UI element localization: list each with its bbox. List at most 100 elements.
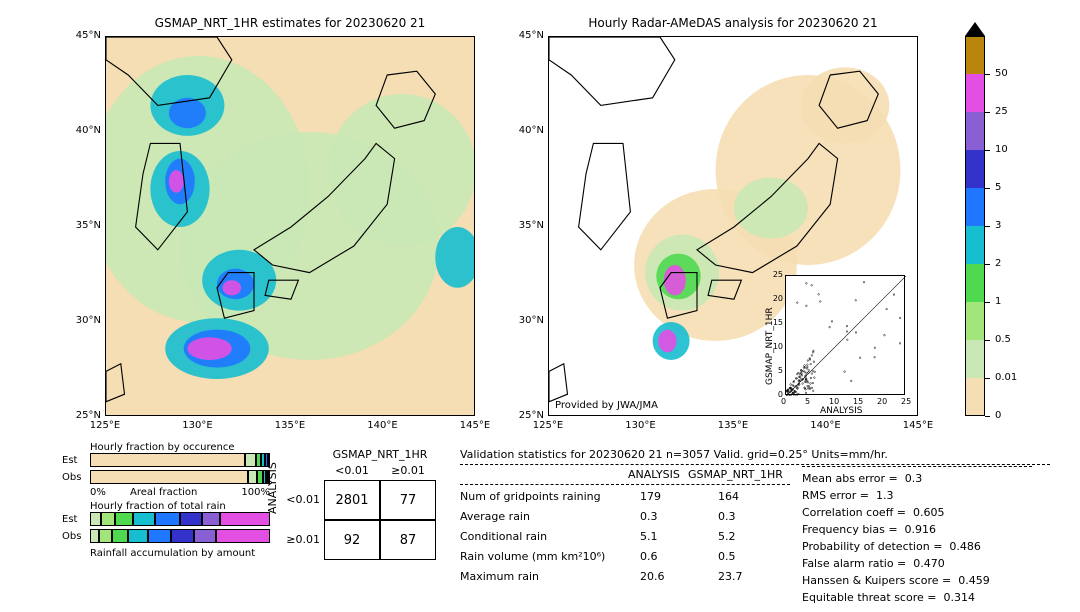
stats-list: Mean abs error = 0.3RMS error = 1.3Corre… <box>802 470 1062 606</box>
colorbar-label: 0.5 <box>995 334 1011 345</box>
stats-item: RMS error = 1.3 <box>802 487 1062 504</box>
right-map: Provided by JWA/JMA 00551010151520202525… <box>548 36 918 416</box>
ytick: 45°N <box>61 30 101 41</box>
bar-seg <box>148 529 171 543</box>
bar-seg <box>245 453 256 467</box>
scatter-ytick: 0 <box>769 390 783 399</box>
xtick: 125°E <box>85 420 125 431</box>
ytick: 40°N <box>504 125 544 136</box>
bar-a: EstObs <box>90 453 270 487</box>
stats-row-b: 5.2 <box>718 530 736 543</box>
stats-row-b: 0.3 <box>718 510 736 523</box>
colorbar-label: 3 <box>995 220 1001 231</box>
bar-seg <box>101 512 115 526</box>
bar-b-title: Hourly fraction of total rain <box>90 501 260 512</box>
bar-seg <box>99 529 112 543</box>
colorbar-label: 0 <box>995 410 1001 421</box>
bar-seg <box>90 529 99 543</box>
right-map-title: Hourly Radar-AMeDAS analysis for 2023062… <box>548 16 918 30</box>
xtick: 130°E <box>178 420 218 431</box>
scatter-xtick: 20 <box>877 397 887 406</box>
scatter-xtick: 25 <box>901 397 911 406</box>
bar-seg <box>90 470 248 484</box>
stats-col2: GSMAP_NRT_1HR <box>688 468 783 481</box>
bar-seg <box>248 470 257 484</box>
ytick: 45°N <box>504 30 544 41</box>
colorbar-label: 1 <box>995 296 1001 307</box>
bar-a-xlab-center: Areal fraction <box>130 487 197 498</box>
bar-seg <box>220 512 270 526</box>
stats-item: False alarm ratio = 0.470 <box>802 555 1062 572</box>
scatter-ytick: 20 <box>769 294 783 303</box>
ct-cell: 2801 <box>324 480 380 520</box>
ytick: 35°N <box>504 220 544 231</box>
stats-col1: ANALYSIS <box>628 468 680 481</box>
colorbar-seg <box>965 36 985 74</box>
colorbar-seg <box>965 340 985 378</box>
xtick: 140°E <box>363 420 403 431</box>
colorbar-label: 50 <box>995 68 1008 79</box>
scatter-xtick: 15 <box>853 397 863 406</box>
stats-row-label: Conditional rain <box>460 530 547 543</box>
colorbar-label: 25 <box>995 106 1008 117</box>
xtick: 125°E <box>528 420 568 431</box>
bar-seg <box>216 529 270 543</box>
colorbar-seg <box>965 264 985 302</box>
colorbar-seg <box>965 378 985 416</box>
stats-row-label: Num of gridpoints raining <box>460 490 601 503</box>
colorbar-label: 10 <box>995 144 1008 155</box>
stats-row-a: 20.6 <box>640 570 665 583</box>
bar-b-footer: Rainfall accumulation by amount <box>90 548 260 559</box>
scatter-xlabel: ANALYSIS <box>820 406 862 416</box>
bar-row-label: Obs <box>62 472 81 483</box>
bar-row-label: Est <box>62 455 77 466</box>
xtick: 140°E <box>806 420 846 431</box>
bar-seg <box>180 512 202 526</box>
colorbar-seg <box>965 150 985 188</box>
stats-row-b: 164 <box>718 490 739 503</box>
ct-col-header: GSMAP_NRT_1HR <box>324 448 436 461</box>
colorbar-seg <box>965 188 985 226</box>
stats-item: Equitable threat score = 0.314 <box>802 589 1062 606</box>
scatter-inset <box>785 275 905 395</box>
ct-col: ≥0.01 <box>380 464 436 477</box>
scatter-xtick: 5 <box>805 397 810 406</box>
ytick: 25°N <box>504 410 544 421</box>
bar-seg <box>112 529 128 543</box>
stats-row-label: Maximum rain <box>460 570 539 583</box>
bar-row-label: Est <box>62 514 77 525</box>
scatter-ylabel: GSMAP_NRT_1HR <box>765 307 775 385</box>
left-map-title: GSMAP_NRT_1HR estimates for 20230620 21 <box>105 16 475 30</box>
bar-seg <box>194 529 216 543</box>
xtick: 145°E <box>898 420 938 431</box>
map-attribution: Provided by JWA/JMA <box>555 400 658 411</box>
bar-seg <box>115 512 133 526</box>
stats-item: Frequency bias = 0.916 <box>802 521 1062 538</box>
left-map <box>105 36 475 416</box>
colorbar-seg <box>965 112 985 150</box>
colorbar: 00.010.51235102550 <box>965 36 985 416</box>
ct-cell: 87 <box>380 520 436 560</box>
bar-seg <box>155 512 180 526</box>
bar-row-label: Obs <box>62 531 81 542</box>
stats-item: Correlation coeff = 0.605 <box>802 504 1062 521</box>
ytick: 35°N <box>61 220 101 231</box>
ytick: 30°N <box>61 315 101 326</box>
scatter-ytick: 25 <box>769 270 783 279</box>
colorbar-label: 5 <box>995 182 1001 193</box>
scatter-xtick: 10 <box>829 397 839 406</box>
stats-row-a: 0.3 <box>640 510 658 523</box>
bar-b: EstObs <box>90 512 270 546</box>
ytick: 25°N <box>61 410 101 421</box>
ytick: 40°N <box>61 125 101 136</box>
bar-a-title: Hourly fraction by occurence <box>90 442 260 453</box>
bar-seg <box>128 529 148 543</box>
ytick: 30°N <box>504 315 544 326</box>
colorbar-label: 0.01 <box>995 372 1017 383</box>
bar-seg <box>90 453 245 467</box>
bar-seg <box>90 512 101 526</box>
stats-row-a: 5.1 <box>640 530 658 543</box>
bar-seg <box>202 512 220 526</box>
ct-cell: 92 <box>324 520 380 560</box>
stats-item: Hanssen & Kuipers score = 0.459 <box>802 572 1062 589</box>
